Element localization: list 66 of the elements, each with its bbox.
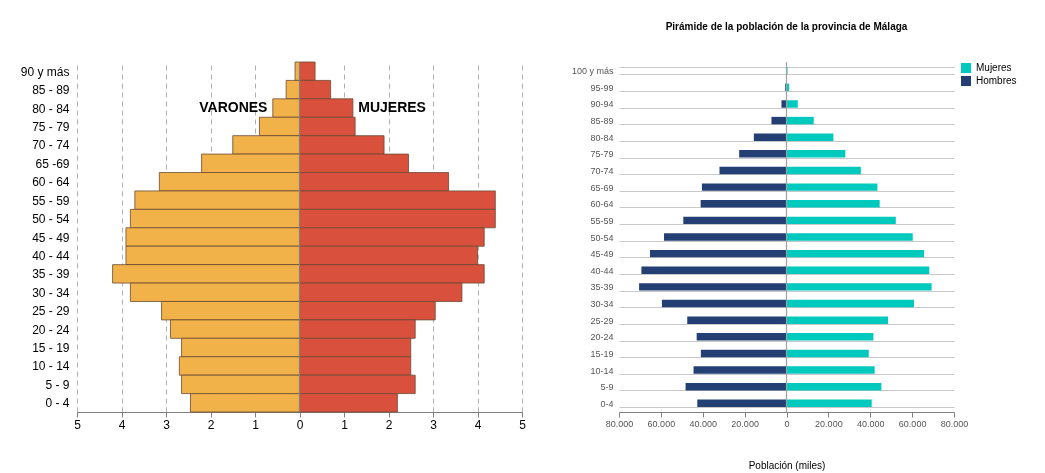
y-tick-label: 65-69 <box>590 182 614 193</box>
y-tick-label: 50-54 <box>590 232 614 243</box>
y-tick-label: 35 - 39 <box>32 267 70 282</box>
x-tick-label: 60.000 <box>647 418 676 429</box>
y-tick-label: 75 - 79 <box>32 119 70 134</box>
y-tick-label: 90-94 <box>590 99 614 110</box>
x-tick-label: 4 <box>118 417 126 432</box>
y-tick-label: 30-34 <box>590 299 614 310</box>
y-tick-label: 25-29 <box>590 315 614 326</box>
y-tick-label: 60 - 64 <box>32 175 70 190</box>
y-tick-label: 20 - 24 <box>32 322 70 337</box>
y-tick-label: 25 - 29 <box>32 304 70 319</box>
series-label: VARONES <box>199 99 268 116</box>
y-tick-label: 45 - 49 <box>32 230 70 245</box>
chart-title: Pirámide de la población de la provincia de Málaga <box>665 21 908 32</box>
y-tick-label: 100 y más <box>571 66 614 77</box>
x-tick-label: 2 <box>385 417 393 432</box>
y-tick-label: 80 - 84 <box>32 101 70 116</box>
x-tick-label: 4 <box>474 417 482 432</box>
x-tick-label: 2 <box>207 417 215 432</box>
x-tick-label: 40.000 <box>689 418 718 429</box>
x-tick-label: 0 <box>296 417 304 432</box>
legend-label: Mujeres <box>976 62 1012 73</box>
x-tick-label: 20.000 <box>731 418 759 429</box>
y-tick-label: 90 y más <box>20 64 70 79</box>
y-tick-label: 85-89 <box>590 116 614 127</box>
x-tick-label: 20.000 <box>815 418 843 429</box>
legend-label: Hombres <box>976 75 1017 86</box>
y-tick-label: 0-4 <box>600 398 614 409</box>
y-tick-label: 60-64 <box>590 199 614 210</box>
x-tick-label: 1 <box>252 417 260 432</box>
x-tick-label: 5 <box>519 417 527 432</box>
y-tick-label: 55 - 59 <box>32 193 70 208</box>
x-tick-label: 3 <box>430 417 438 432</box>
y-tick-label: 30 - 34 <box>32 285 70 300</box>
y-tick-label: 40 - 44 <box>32 248 70 263</box>
y-tick-label: 50 - 54 <box>32 212 70 227</box>
y-tick-label: 10-14 <box>590 365 614 376</box>
y-tick-label: 5-9 <box>600 382 614 393</box>
y-tick-label: 85 - 89 <box>32 83 70 98</box>
y-tick-label: 80-84 <box>590 132 614 143</box>
y-tick-label: 75-79 <box>590 149 614 160</box>
x-axis-title: Población (miles) <box>748 459 826 471</box>
x-tick-label: 80.000 <box>605 418 634 429</box>
y-tick-label: 20-24 <box>590 332 614 343</box>
x-tick-label: 80.000 <box>940 418 969 429</box>
x-tick-label: 0 <box>784 418 790 429</box>
x-tick-label: 5 <box>74 417 82 432</box>
y-tick-label: 40-44 <box>590 265 614 276</box>
y-tick-label: 45-49 <box>590 249 614 260</box>
y-tick-label: 10 - 14 <box>32 359 70 374</box>
y-tick-label: 15 - 19 <box>32 341 70 356</box>
y-tick-label: 65 -69 <box>35 156 70 171</box>
series-label: MUJERES <box>358 99 426 116</box>
y-tick-label: 5 - 9 <box>45 377 70 392</box>
y-tick-label: 55-59 <box>590 215 614 226</box>
y-tick-label: 70 - 74 <box>32 138 70 153</box>
y-tick-label: 35-39 <box>590 282 614 293</box>
y-tick-label: 95-99 <box>590 82 614 93</box>
y-tick-label: 15-19 <box>590 348 614 359</box>
x-tick-label: 3 <box>163 417 171 432</box>
x-tick-label: 60.000 <box>898 418 927 429</box>
x-tick-label: 40.000 <box>856 418 885 429</box>
y-tick-label: 70-74 <box>590 165 614 176</box>
x-tick-label: 1 <box>341 417 349 432</box>
y-tick-label: 0 - 4 <box>45 396 70 411</box>
